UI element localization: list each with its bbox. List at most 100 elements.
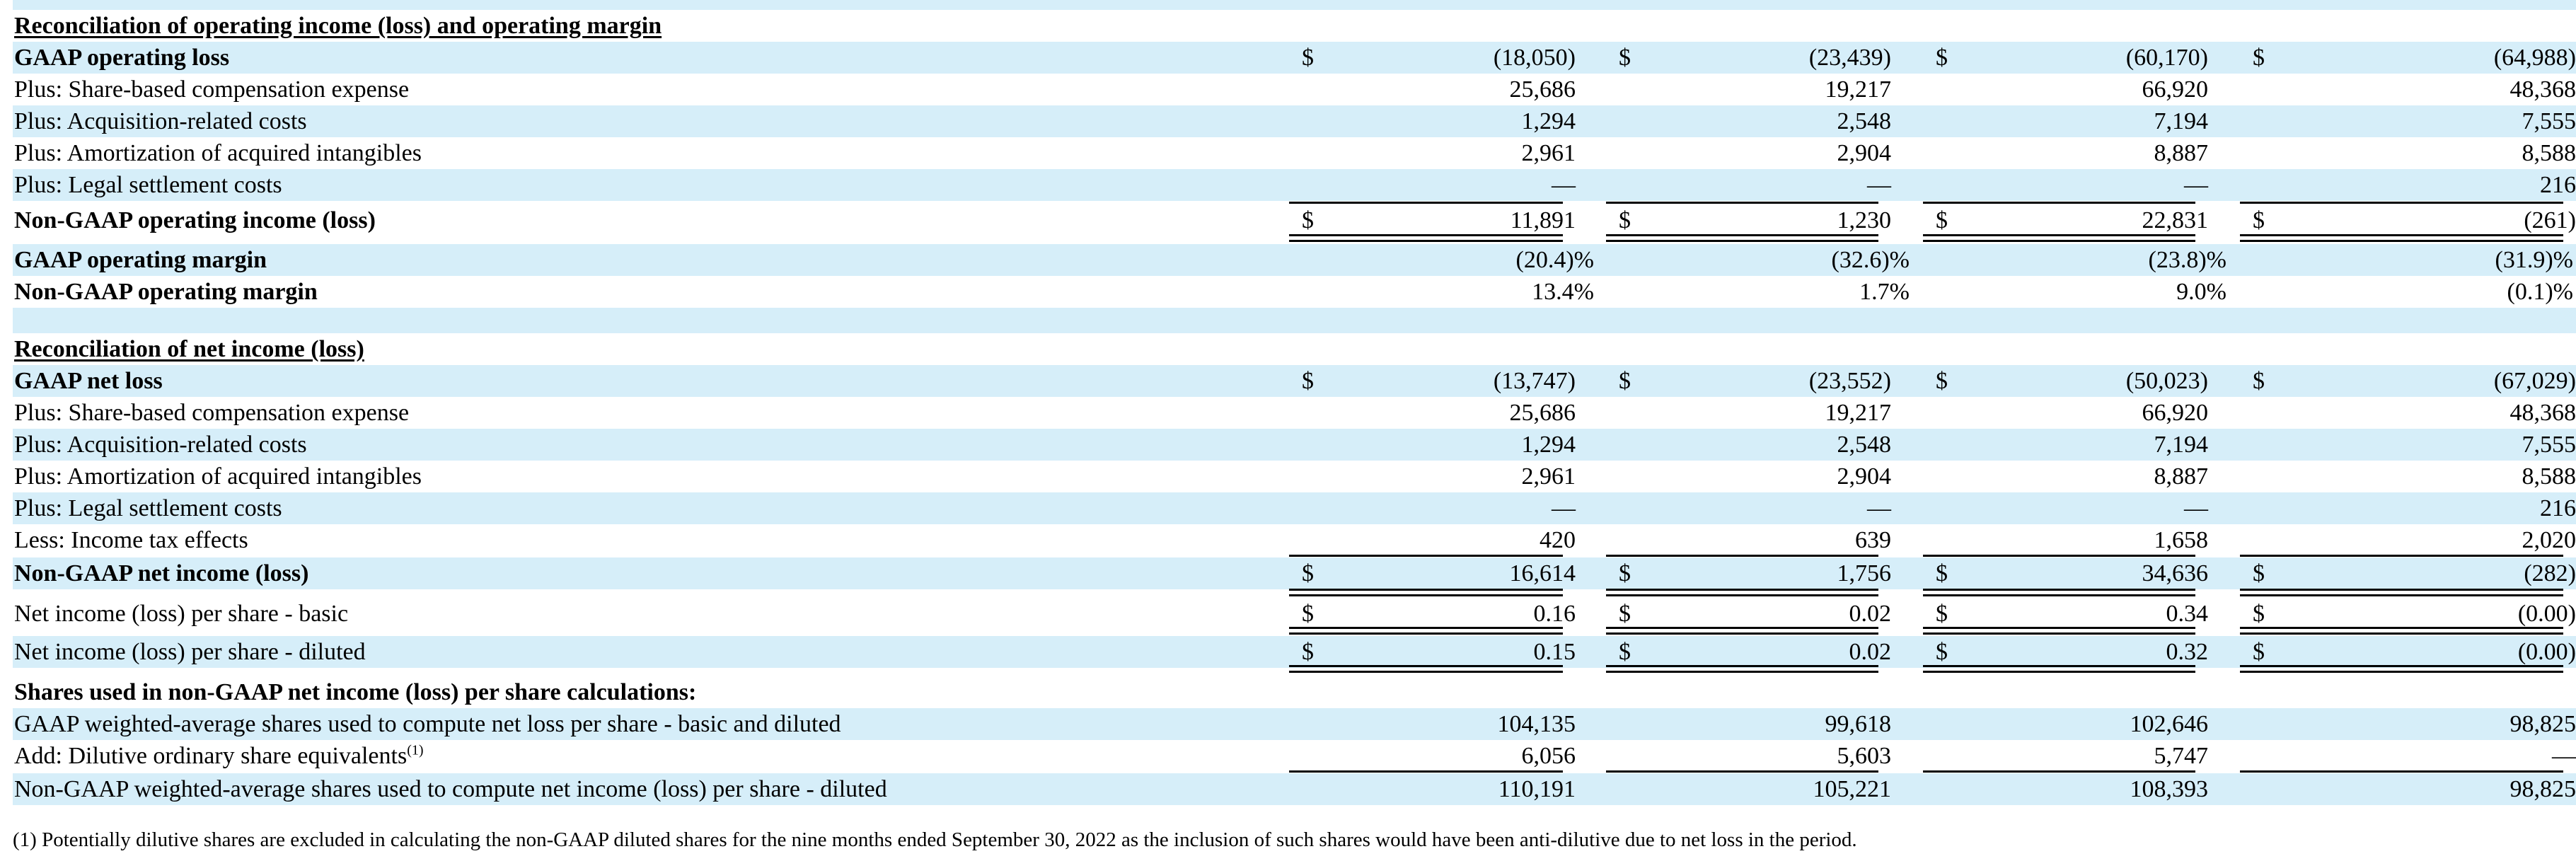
table-row: Plus: Legal settlement costs — — — 216 xyxy=(13,492,2576,524)
row-label: Net income (loss) per share - diluted xyxy=(14,639,366,665)
cell-value: 19,217 xyxy=(1825,76,1892,103)
row-label: Non-GAAP operating income (loss) xyxy=(14,207,376,233)
subtotal-rule xyxy=(1289,770,1563,773)
table-row: Plus: Share-based compensation expense 2… xyxy=(13,397,2576,429)
total-double-rule xyxy=(1606,627,1878,635)
cell-value: 108,393 xyxy=(2130,776,2209,802)
cell-value: 5,747 xyxy=(2154,743,2209,769)
currency-symbol: $ xyxy=(2253,601,2265,627)
cell-value: (50,023) xyxy=(2125,368,2208,394)
cell-value: — xyxy=(2184,172,2208,198)
table-row: Plus: Legal settlement costs — — — 216 xyxy=(13,169,2576,201)
row-label: Plus: Share-based compensation expense xyxy=(14,76,410,103)
cell-value: 1,658 xyxy=(2154,527,2209,553)
total-double-rule xyxy=(1289,234,1563,242)
footnote-marker: (1) xyxy=(407,742,424,758)
table-row: Plus: Amortization of acquired intangibl… xyxy=(13,137,2576,169)
cell-value: 2,961 xyxy=(1521,140,1576,166)
table-row: Less: Income tax effects 420 639 1,658 2… xyxy=(13,524,2576,556)
cell-value: 48,368 xyxy=(2509,400,2576,426)
currency-symbol: $ xyxy=(1936,368,1948,394)
cell-value: — xyxy=(1867,172,1891,198)
total-double-rule xyxy=(1923,234,2195,242)
currency-symbol: $ xyxy=(1302,639,1314,665)
cell-value: 2,548 xyxy=(1837,432,1892,458)
cell-value: 8,887 xyxy=(2154,463,2209,490)
table-row: Net income (loss) per share - basic $ 0.… xyxy=(13,598,2576,630)
cell-value: (0.00) xyxy=(2517,639,2576,665)
row-label: Plus: Amortization of acquired intangibl… xyxy=(14,463,422,490)
currency-symbol: $ xyxy=(2253,368,2265,394)
row-label: Add: Dilutive ordinary share equivalents… xyxy=(14,740,424,772)
subtotal-rule xyxy=(1606,555,1878,557)
subtotal-rule xyxy=(1289,202,1563,204)
total-double-rule xyxy=(2240,589,2563,596)
cell-value: 16,614 xyxy=(1509,560,1576,586)
currency-symbol: $ xyxy=(1936,560,1948,586)
operating-section-header-row: Reconciliation of operating income (loss… xyxy=(13,10,2576,42)
cell-value: 2,548 xyxy=(1837,108,1892,134)
cell-value: 2,904 xyxy=(1837,140,1892,166)
table-row: GAAP operating loss $ (18,050) $ (23,439… xyxy=(13,42,2576,74)
currency-symbol: $ xyxy=(1936,207,1948,233)
cell-value: 6,056 xyxy=(1521,743,1576,769)
cell-value: 13.4% xyxy=(1532,279,1594,305)
cell-value: 216 xyxy=(2540,495,2576,521)
total-double-rule xyxy=(1289,665,1563,673)
row-label: Plus: Acquisition-related costs xyxy=(14,432,307,458)
subtotal-rule xyxy=(2240,770,2563,773)
total-double-rule xyxy=(1923,665,2195,673)
currency-symbol: $ xyxy=(1302,560,1314,586)
cell-value: 7,555 xyxy=(2522,432,2576,458)
cell-value: 98,825 xyxy=(2509,776,2576,802)
currency-symbol: $ xyxy=(1619,207,1631,233)
subtotal-rule xyxy=(2240,555,2563,557)
footnote: (1) Potentially dilutive shares are excl… xyxy=(13,828,1857,851)
net-section-header-row: Reconciliation of net income (loss) xyxy=(13,333,2576,365)
cell-value: 2,904 xyxy=(1837,463,1892,490)
table-row: Non-GAAP operating income (loss) $ 11,89… xyxy=(13,204,2576,236)
row-label: GAAP weighted-average shares used to com… xyxy=(14,711,841,737)
total-double-rule xyxy=(1606,665,1878,673)
total-double-rule xyxy=(1606,589,1878,596)
cell-value: — xyxy=(2552,743,2576,769)
table-row: Non-GAAP net income (loss) $ 16,614 $ 1,… xyxy=(13,557,2576,589)
table-row: Plus: Share-based compensation expense 2… xyxy=(13,74,2576,105)
cell-value: (0.1)% xyxy=(2507,279,2573,305)
cell-value: (32.6)% xyxy=(1831,247,1910,273)
currency-symbol: $ xyxy=(1302,45,1314,71)
cell-value: 8,887 xyxy=(2154,140,2209,166)
cell-value: (64,988) xyxy=(2493,45,2576,71)
total-double-rule xyxy=(2240,234,2563,242)
cell-value: 110,191 xyxy=(1498,776,1576,802)
total-double-rule xyxy=(1289,589,1563,596)
cell-value: 25,686 xyxy=(1509,400,1576,426)
table-row: Plus: Amortization of acquired intangibl… xyxy=(13,461,2576,492)
total-double-rule xyxy=(2240,665,2563,673)
cell-value: 1.7% xyxy=(1859,279,1910,305)
row-label: Non-GAAP operating margin xyxy=(14,279,318,305)
table-row: Plus: Acquisition-related costs 1,294 2,… xyxy=(13,105,2576,137)
row-label: Plus: Acquisition-related costs xyxy=(14,108,307,134)
subtotal-rule xyxy=(2240,202,2563,204)
currency-symbol: $ xyxy=(1302,601,1314,627)
currency-symbol: $ xyxy=(1619,560,1631,586)
subtotal-rule xyxy=(1289,555,1563,557)
net-section-header: Reconciliation of net income (loss) xyxy=(14,336,364,362)
cell-value: 639 xyxy=(1855,527,1891,553)
cell-value: 7,194 xyxy=(2154,432,2209,458)
row-label: Less: Income tax effects xyxy=(14,527,248,553)
cell-value: 0.02 xyxy=(1849,601,1892,627)
table-row: GAAP operating margin (20.4)% (32.6)% (2… xyxy=(13,244,2576,276)
cell-value: 8,588 xyxy=(2522,140,2576,166)
total-double-rule xyxy=(1923,589,2195,596)
cell-value: 0.34 xyxy=(2166,601,2209,627)
table-row: GAAP weighted-average shares used to com… xyxy=(13,708,2576,740)
cell-value: 66,920 xyxy=(2142,400,2209,426)
cell-value: 98,825 xyxy=(2509,711,2576,737)
row-label: Non-GAAP weighted-average shares used to… xyxy=(14,776,887,802)
cell-value: 22,831 xyxy=(2142,207,2209,233)
currency-symbol: $ xyxy=(1619,601,1631,627)
table-row: Plus: Acquisition-related costs 1,294 2,… xyxy=(13,429,2576,461)
cell-value: (261) xyxy=(2524,207,2576,233)
